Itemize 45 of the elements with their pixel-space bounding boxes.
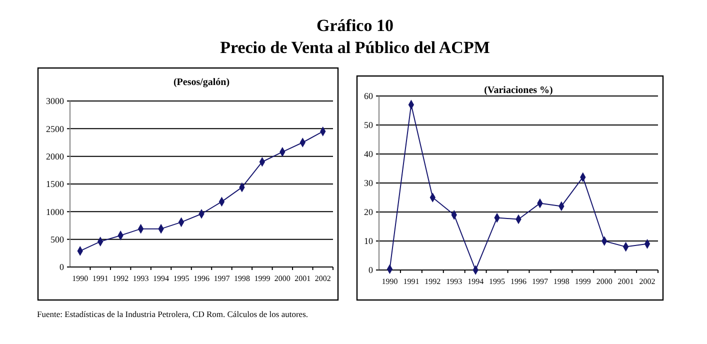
source-note: Fuente: Estadísticas de la Industria Petrolera, CD Rom. Cálculos de los autores.: [37, 309, 308, 319]
x-tick-label: 1990: [72, 274, 88, 283]
x-tick-label: 1994: [153, 274, 170, 283]
y-tick-label: 20: [364, 207, 374, 218]
x-tick-label: 1995: [173, 274, 190, 283]
y-tick-label: 60: [364, 91, 374, 102]
x-tick-label: 1992: [112, 274, 129, 283]
y-tick-label: 1000: [46, 206, 64, 217]
y-tick-label: 50: [364, 120, 374, 130]
x-tick-label: 2000: [596, 277, 612, 286]
x-tick-label: 1998: [553, 277, 570, 286]
x-tick-label: 1991: [403, 277, 420, 286]
y-axis-title: (Variaciones %): [484, 85, 553, 96]
x-tick-label: 1999: [574, 277, 591, 286]
x-tick-label: 2002: [639, 277, 656, 286]
y-tick-label: 2000: [46, 151, 64, 162]
x-tick-label: 1999: [254, 274, 270, 283]
chart-title: Gráfico 10: [316, 16, 394, 35]
x-tick-label: 2002: [314, 274, 331, 283]
x-tick-label: 1990: [382, 277, 398, 286]
y-tick-label: 10: [364, 236, 374, 246]
y-tick-label: 2500: [46, 124, 64, 134]
x-tick-label: 1996: [510, 277, 526, 286]
x-tick-label: 2000: [274, 274, 290, 283]
y-tick-label: 0: [368, 265, 374, 276]
y-tick-label: 30: [364, 178, 374, 188]
y-tick-label: 3000: [46, 96, 64, 106]
x-tick-label: 1996: [194, 274, 210, 283]
x-tick-label: 1998: [234, 274, 250, 283]
y-tick-label: 40: [364, 149, 374, 160]
x-tick-label: 2001: [618, 277, 634, 286]
y-axis-title: (Pesos/galón): [173, 77, 230, 88]
x-tick-label: 1993: [446, 277, 462, 286]
x-tick-label: 1994: [468, 277, 484, 286]
x-tick-label: 1995: [489, 277, 506, 286]
x-tick-label: 1997: [532, 277, 548, 286]
x-tick-label: 1993: [132, 274, 149, 283]
y-tick-label: 0: [60, 262, 64, 272]
x-tick-label: 2001: [294, 274, 311, 283]
x-tick-label: 1991: [92, 274, 108, 283]
y-tick-label: 1500: [46, 179, 64, 190]
y-tick-label: 500: [50, 234, 64, 244]
x-tick-label: 1997: [214, 274, 230, 283]
x-tick-label: 1992: [424, 277, 441, 286]
chart-subtitle: Precio de Venta al Público del ACPM: [220, 38, 490, 57]
